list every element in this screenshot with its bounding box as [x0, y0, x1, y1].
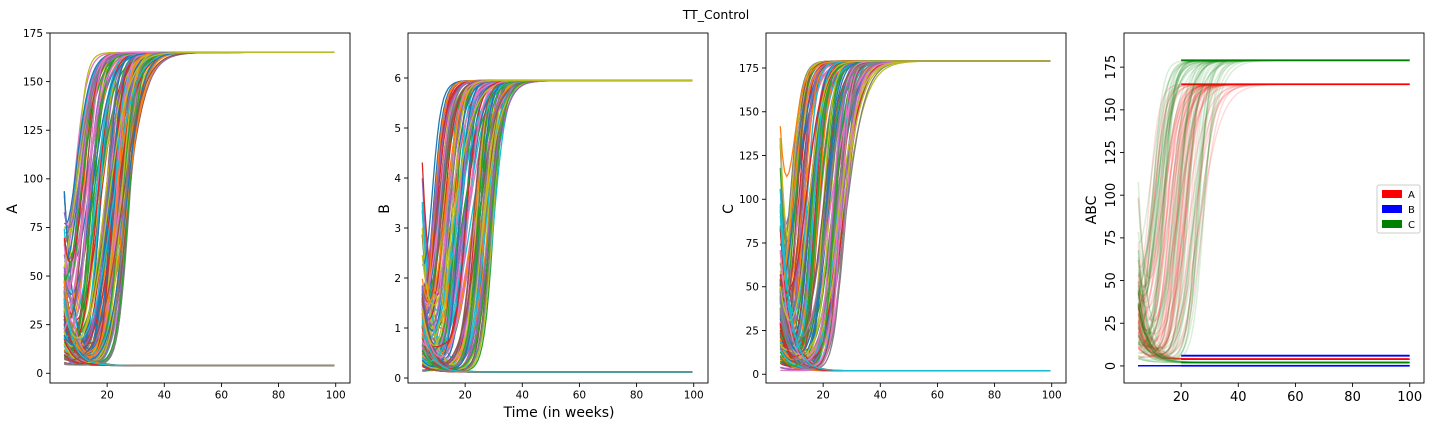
y-tick-label: 100 [23, 174, 43, 186]
x-tick-label: 100 [1397, 390, 1422, 405]
y-tick-label: 1 [394, 323, 401, 335]
series-line [779, 60, 1051, 321]
legend-label-c: C [1408, 220, 1415, 231]
legend-swatch-c [1382, 220, 1402, 228]
series-line [421, 79, 693, 346]
subplot-b-axes-box [407, 32, 709, 384]
subplot-a-ticks: 20 40 60 80 100 0 25 50 75 100 125 150 175 [23, 28, 346, 402]
series-line [63, 298, 335, 367]
subplot-b-ylabel: B [377, 204, 393, 214]
y-tick-label: 0 [394, 373, 401, 385]
subplot-c-ylabel: C [721, 204, 737, 214]
y-tick-label: 5 [394, 123, 401, 135]
x-tick-label: 100 [326, 390, 346, 402]
y-tick-label: 100 [1104, 183, 1119, 208]
subplot-c-frame [765, 32, 1067, 384]
y-tick-label: 175 [739, 63, 759, 75]
y-tick-label: 50 [1104, 272, 1119, 289]
y-tick-label: 175 [23, 28, 43, 40]
series-line [63, 51, 335, 339]
x-tick-label: 20 [458, 390, 471, 402]
y-tick-label: 2 [394, 273, 401, 285]
x-tick-label: 80 [988, 390, 1001, 402]
y-tick-label: 4 [394, 173, 401, 185]
subplot-b: 20 40 60 80 100 0 1 2 3 4 5 6 B Time (in weeks) [377, 32, 709, 421]
x-tick-label: 60 [215, 390, 228, 402]
x-tick-label: 80 [1344, 390, 1361, 405]
x-tick-label: 100 [684, 390, 704, 402]
subplot-a-lines [63, 51, 335, 367]
y-tick-label: 100 [739, 194, 759, 206]
x-tick-label: 40 [158, 390, 171, 402]
y-tick-label: 75 [746, 238, 759, 250]
x-tick-label: 60 [1287, 390, 1304, 405]
x-tick-label: 80 [630, 390, 643, 402]
subplot-abc: 20 40 60 80 100 0 25 50 75 100 125 150 175 ABC A B C [1084, 32, 1425, 405]
x-tick-label: 20 [1173, 390, 1190, 405]
x-tick-label: 60 [931, 390, 944, 402]
y-tick-label: 6 [394, 73, 401, 85]
subplot-abc-frame [1123, 32, 1425, 384]
series-line [779, 189, 1051, 372]
y-tick-label: 50 [30, 271, 43, 283]
y-tick-label: 175 [1104, 55, 1119, 80]
x-tick-label: 20 [816, 390, 829, 402]
y-tick-label: 125 [23, 125, 43, 137]
subplot-c-axes-box [765, 32, 1067, 384]
y-tick-label: 25 [746, 325, 759, 337]
subplot-abc-ylabel: ABC [1084, 195, 1100, 224]
y-tick-label: 125 [739, 150, 759, 162]
subplot-a-ylabel: A [5, 204, 21, 214]
y-tick-label: 75 [1104, 230, 1119, 247]
subplot-b-ticks: 20 40 60 80 100 0 1 2 3 4 5 6 [394, 73, 703, 402]
subplot-a-axes-box [49, 32, 351, 384]
x-tick-label: 80 [272, 390, 285, 402]
subplot-c-ticks: 20 40 60 80 100 0 25 50 75 100 125 150 175 [739, 63, 1062, 402]
x-tick-label: 100 [1042, 390, 1062, 402]
x-tick-label: 60 [573, 390, 586, 402]
subplot-abc-axes-box [1123, 32, 1425, 384]
subplot-abc-ticks: 20 40 60 80 100 0 25 50 75 100 125 150 175 [1104, 55, 1422, 405]
x-tick-label: 40 [516, 390, 529, 402]
y-tick-label: 150 [23, 76, 43, 88]
legend-label-b: B [1408, 205, 1415, 216]
y-tick-label: 3 [394, 223, 401, 235]
subplot-b-xlabel: Time (in weeks) [503, 405, 615, 421]
y-tick-label: 25 [1104, 315, 1119, 332]
legend-swatch-a [1382, 190, 1402, 198]
figure-title: TT_Control [682, 7, 750, 22]
y-tick-label: 50 [746, 282, 759, 294]
y-tick-label: 150 [739, 107, 759, 119]
y-tick-label: 0 [1104, 362, 1119, 370]
y-tick-label: 0 [752, 369, 759, 381]
y-tick-label: 150 [1104, 97, 1119, 122]
y-tick-label: 0 [36, 368, 43, 380]
legend-label-a: A [1408, 190, 1415, 201]
subplot-a-frame [49, 32, 351, 384]
x-tick-label: 40 [874, 390, 887, 402]
legend: A B C [1376, 184, 1421, 234]
subplot-b-frame [407, 32, 709, 384]
subplot-c: 20 40 60 80 100 0 25 50 75 100 125 150 175 C [721, 32, 1067, 402]
subplot-b-lines [421, 79, 693, 373]
x-tick-label: 40 [1230, 390, 1247, 405]
series-line [421, 320, 693, 373]
subplot-abc-lines [1137, 59, 1410, 367]
subplot-a: 20 40 60 80 100 0 25 50 75 100 125 150 175 A [5, 28, 351, 402]
y-tick-label: 25 [30, 319, 43, 331]
y-tick-label: 125 [1104, 140, 1119, 165]
legend-swatch-b [1382, 205, 1402, 213]
x-tick-label: 20 [100, 390, 113, 402]
y-tick-label: 75 [30, 222, 43, 234]
subplot-c-lines [779, 60, 1051, 372]
